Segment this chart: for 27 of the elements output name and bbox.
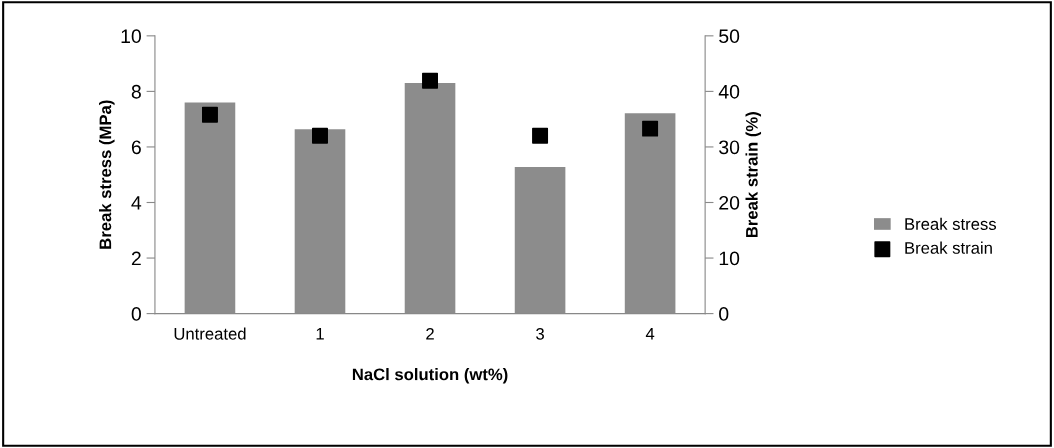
y-tick-label: 4 [131,196,142,210]
y2-tick-label: 10 [719,251,740,266]
x-tick-label: 3 [536,327,544,340]
y-tick-label: 0 [131,307,141,321]
y2-tick-label: 0 [719,307,729,321]
x-tick-label: 4 [645,328,655,340]
y2-tick-label: 20 [719,195,740,210]
legend-label: Break stress [905,217,997,230]
x-tick-label: 2 [426,327,434,340]
y-tick-label: 2 [131,251,141,266]
point [642,120,659,137]
x-tick-label: Untreated [174,327,246,340]
legend-label: Break strain [905,241,992,254]
y-tick-label: 8 [131,84,141,99]
point [201,106,218,123]
y-axis-title: Break stress (MPa) [99,100,115,249]
y-tick-label: 10 [121,29,141,44]
y-tick-label: 6 [131,140,141,155]
y2-axis-title: Break strain (%) [745,112,762,238]
point [422,72,439,89]
y2-tick-label: 50 [719,29,740,44]
point [532,127,549,144]
x-axis-title: NaCl solution (wt%) [352,368,508,384]
y2-tick-label: 40 [718,84,740,99]
x-tick-label: 1 [316,328,324,340]
y2-tick-label: 30 [719,140,740,155]
point [312,127,328,144]
